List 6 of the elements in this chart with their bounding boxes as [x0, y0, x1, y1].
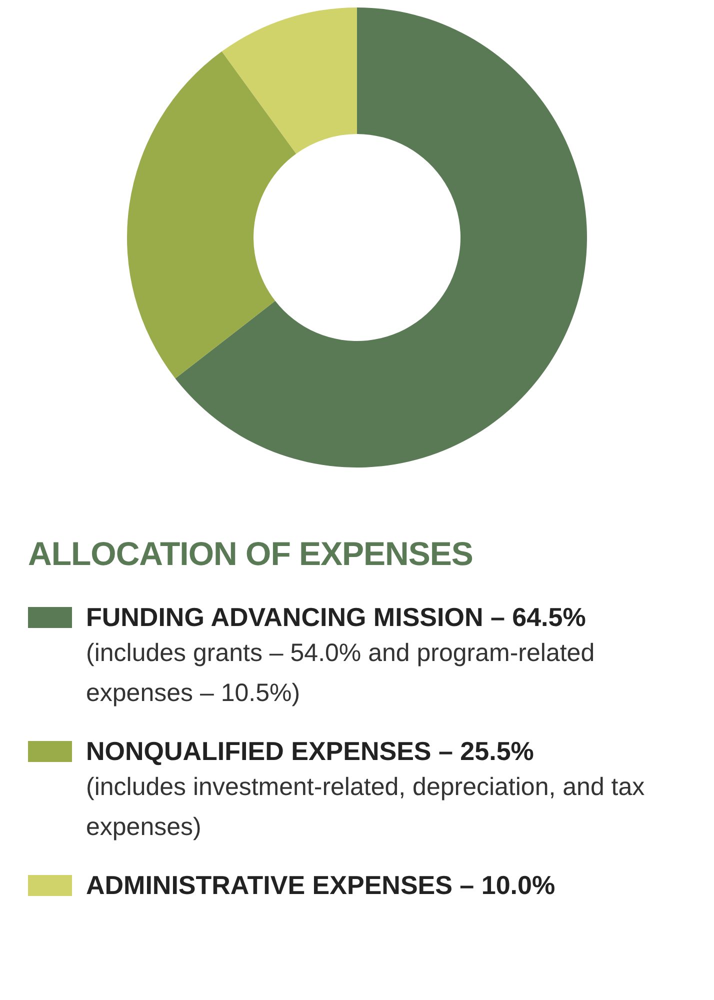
text: ALLOCATION OF EXPENSES [28, 535, 474, 573]
text: (includes investment-related, depreciation, and tax expenses) [86, 772, 646, 843]
text: (includes grants – 54.0% and program-related expenses – 10.5%) [86, 638, 596, 709]
legend-label: NONQUALIFIED EXPENSES – 25.5% [86, 735, 534, 767]
legend-label: ADMINISTRATIVE EXPENSES – 10.0% [86, 869, 556, 901]
legend-label: FUNDING ADVANCING MISSION – 64.5% [86, 601, 586, 633]
